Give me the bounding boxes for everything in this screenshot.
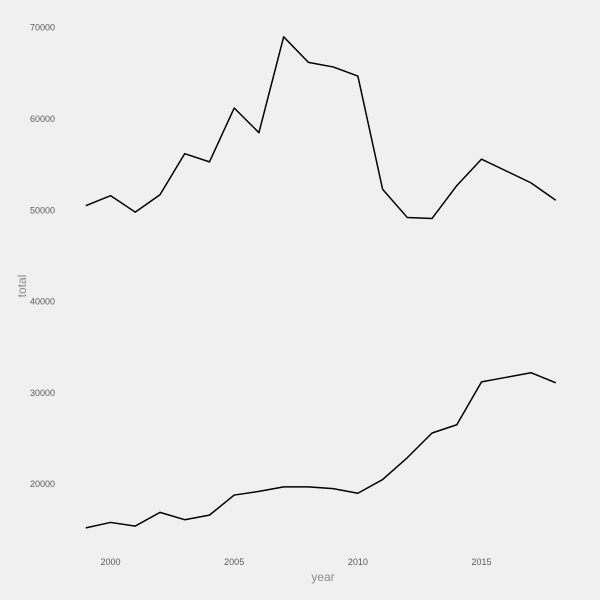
y-tick-label: 20000 [30,479,55,489]
series-line-1 [85,36,557,220]
x-tick-label: 2015 [472,557,492,567]
y-tick-label: 70000 [30,23,55,33]
y-tick-label: 30000 [30,388,55,398]
x-tick-label: 2005 [224,557,244,567]
x-axis-ticks: 2000 2005 2010 2015 [101,557,492,567]
y-tick-label: 60000 [30,114,55,124]
y-axis-title: total [15,275,29,298]
y-axis-ticks: 20000 30000 40000 50000 60000 70000 [30,23,55,489]
y-tick-label: 50000 [30,205,55,215]
series-layer [85,36,557,529]
series-line-2 [85,371,557,529]
x-tick-label: 2010 [348,557,368,567]
x-axis-title: year [311,570,334,584]
y-tick-label: 40000 [30,297,55,307]
x-tick-label: 2000 [101,557,121,567]
